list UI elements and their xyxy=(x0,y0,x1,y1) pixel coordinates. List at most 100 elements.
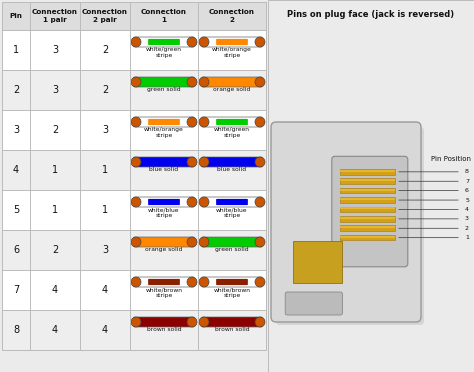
Ellipse shape xyxy=(255,157,265,167)
Ellipse shape xyxy=(255,77,265,87)
FancyBboxPatch shape xyxy=(134,117,194,127)
Text: 2: 2 xyxy=(102,45,108,55)
Text: 1: 1 xyxy=(52,165,58,175)
Ellipse shape xyxy=(187,197,197,207)
Ellipse shape xyxy=(199,37,209,47)
Bar xyxy=(340,189,395,190)
FancyBboxPatch shape xyxy=(216,279,248,285)
Bar xyxy=(2,150,266,190)
FancyBboxPatch shape xyxy=(276,127,424,325)
Text: Connection
2: Connection 2 xyxy=(209,9,255,23)
FancyBboxPatch shape xyxy=(201,237,263,247)
FancyBboxPatch shape xyxy=(148,119,180,125)
FancyBboxPatch shape xyxy=(216,199,248,205)
Ellipse shape xyxy=(187,157,197,167)
Ellipse shape xyxy=(131,277,141,287)
Bar xyxy=(340,179,395,184)
Ellipse shape xyxy=(187,117,197,127)
FancyBboxPatch shape xyxy=(134,277,194,287)
Bar xyxy=(340,188,395,193)
Text: 2: 2 xyxy=(13,85,19,95)
Bar xyxy=(268,0,474,372)
Ellipse shape xyxy=(199,77,209,87)
Text: white/orange
stripe: white/orange stripe xyxy=(144,127,184,138)
Text: 2: 2 xyxy=(102,85,108,95)
Text: 4: 4 xyxy=(465,207,469,212)
Text: white/blue
stripe: white/blue stripe xyxy=(216,207,248,218)
Ellipse shape xyxy=(187,237,197,247)
Bar xyxy=(340,170,395,172)
Ellipse shape xyxy=(255,37,265,47)
Ellipse shape xyxy=(131,37,141,47)
Text: white/green
stripe: white/green stripe xyxy=(214,127,250,138)
FancyBboxPatch shape xyxy=(201,77,263,87)
Text: Connection
2 pair: Connection 2 pair xyxy=(82,9,128,23)
Text: 4: 4 xyxy=(52,325,58,335)
Ellipse shape xyxy=(255,117,265,127)
Text: 4: 4 xyxy=(52,285,58,295)
FancyBboxPatch shape xyxy=(148,39,180,45)
Text: 2: 2 xyxy=(52,125,58,135)
FancyBboxPatch shape xyxy=(201,197,263,207)
Ellipse shape xyxy=(199,317,209,327)
Text: 5: 5 xyxy=(13,205,19,215)
Ellipse shape xyxy=(187,77,197,87)
FancyBboxPatch shape xyxy=(134,317,194,327)
FancyBboxPatch shape xyxy=(216,119,248,125)
Bar xyxy=(2,2,266,30)
Text: 2: 2 xyxy=(465,226,469,231)
Text: 3: 3 xyxy=(52,45,58,55)
Bar xyxy=(340,226,395,228)
Ellipse shape xyxy=(199,197,209,207)
Bar xyxy=(2,70,266,110)
Text: blue solid: blue solid xyxy=(218,167,246,172)
Text: orange solid: orange solid xyxy=(146,247,182,252)
Bar xyxy=(340,197,395,203)
Bar xyxy=(340,208,395,209)
Text: 3: 3 xyxy=(52,85,58,95)
Bar xyxy=(340,179,395,181)
Text: orange solid: orange solid xyxy=(213,87,251,92)
Text: white/green
stripe: white/green stripe xyxy=(146,47,182,58)
Text: Connection
1 pair: Connection 1 pair xyxy=(32,9,78,23)
Text: Pin Position: Pin Position xyxy=(431,156,471,162)
Text: 4: 4 xyxy=(102,285,108,295)
Bar xyxy=(2,30,266,70)
Ellipse shape xyxy=(255,237,265,247)
Text: 8: 8 xyxy=(13,325,19,335)
Ellipse shape xyxy=(131,197,141,207)
Bar xyxy=(2,110,266,150)
Bar xyxy=(2,310,266,350)
Ellipse shape xyxy=(199,157,209,167)
FancyBboxPatch shape xyxy=(134,237,194,247)
Ellipse shape xyxy=(131,317,141,327)
Text: Connection
1: Connection 1 xyxy=(141,9,187,23)
Text: white/blue
stripe: white/blue stripe xyxy=(148,207,180,218)
Text: 4: 4 xyxy=(102,325,108,335)
FancyBboxPatch shape xyxy=(285,292,342,315)
Text: 5: 5 xyxy=(465,198,469,203)
Ellipse shape xyxy=(187,37,197,47)
Text: white/brown
stripe: white/brown stripe xyxy=(146,287,182,298)
FancyBboxPatch shape xyxy=(134,77,194,87)
Text: green solid: green solid xyxy=(147,87,181,92)
Ellipse shape xyxy=(199,237,209,247)
FancyBboxPatch shape xyxy=(332,156,408,267)
Text: Pins on plug face (jack is reversed): Pins on plug face (jack is reversed) xyxy=(287,10,455,19)
Bar xyxy=(340,198,395,200)
Ellipse shape xyxy=(131,117,141,127)
Ellipse shape xyxy=(187,317,197,327)
Bar xyxy=(340,225,395,231)
Text: 2: 2 xyxy=(52,245,58,255)
Text: 3: 3 xyxy=(13,125,19,135)
FancyBboxPatch shape xyxy=(201,117,263,127)
Text: 1: 1 xyxy=(13,45,19,55)
Text: 6: 6 xyxy=(13,245,19,255)
Text: 1: 1 xyxy=(52,205,58,215)
Ellipse shape xyxy=(255,277,265,287)
Text: 3: 3 xyxy=(102,125,108,135)
FancyBboxPatch shape xyxy=(201,37,263,47)
Bar xyxy=(2,270,266,310)
FancyBboxPatch shape xyxy=(271,122,421,322)
FancyBboxPatch shape xyxy=(216,39,248,45)
